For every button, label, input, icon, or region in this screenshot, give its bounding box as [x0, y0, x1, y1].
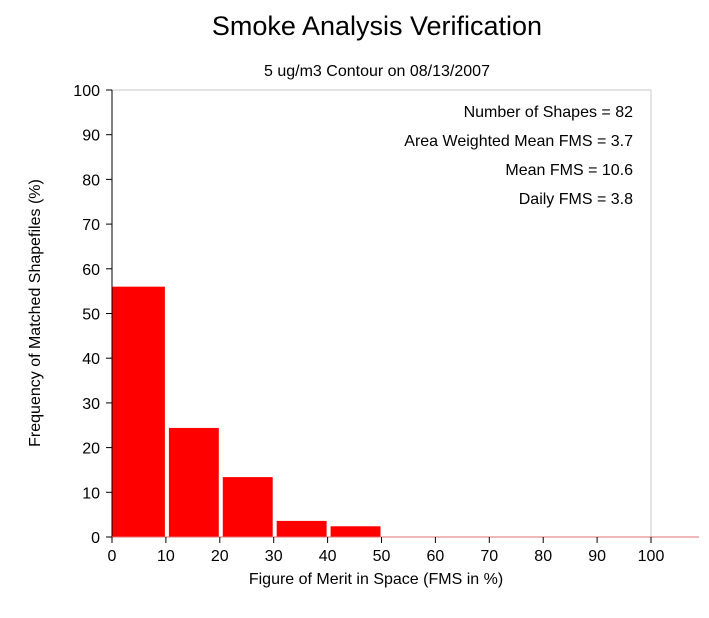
y-tick-label: 80	[82, 172, 100, 189]
x-tick-label: 70	[480, 548, 498, 565]
histogram-bar	[330, 526, 381, 537]
y-tick-label: 30	[82, 396, 100, 413]
x-tick-label: 50	[373, 548, 391, 565]
histogram-bar	[222, 477, 273, 537]
x-tick-label: 10	[157, 548, 175, 565]
x-tick-label: 60	[427, 548, 445, 565]
bars-group	[112, 286, 381, 537]
y-axis-label: Frequency of Matched Shapefiles (%)	[27, 179, 44, 447]
histogram-bar	[168, 427, 219, 537]
x-tick-label: 30	[265, 548, 283, 565]
x-axis-ticks: 0 10 20 30 40 50 60 70 80 90 100	[108, 537, 665, 565]
x-tick-label: 20	[211, 548, 229, 565]
annotation-mean-fms: Mean FMS = 10.6	[505, 162, 633, 179]
y-tick-label: 70	[82, 217, 100, 234]
chart-title: Smoke Analysis Verification	[212, 11, 542, 41]
annotation-daily-fms: Daily FMS = 3.8	[519, 191, 633, 208]
x-tick-label: 40	[319, 548, 337, 565]
y-tick-label: 60	[82, 262, 100, 279]
y-tick-label: 10	[82, 485, 100, 502]
y-tick-label: 100	[73, 83, 100, 100]
annotation-number-of-shapes: Number of Shapes = 82	[464, 104, 634, 121]
histogram-bar	[112, 286, 165, 537]
annotation-area-weighted-mean-fms: Area Weighted Mean FMS = 3.7	[404, 133, 633, 150]
y-tick-label: 20	[82, 441, 100, 458]
x-axis-label: Figure of Merit in Space (FMS in %)	[249, 571, 503, 588]
x-tick-label: 80	[534, 548, 552, 565]
x-tick-label: 90	[588, 548, 606, 565]
x-tick-label: 0	[108, 548, 117, 565]
chart-subtitle: 5 ug/m3 Contour on 08/13/2007	[264, 63, 490, 80]
y-axis-ticks: 0 10 20 30 40 50 60 70 80 90 100	[73, 83, 112, 547]
y-tick-label: 40	[82, 351, 100, 368]
stats-annotations: Number of Shapes = 82 Area Weighted Mean…	[404, 104, 633, 208]
x-tick-label: 100	[638, 548, 665, 565]
histogram-bar	[276, 520, 327, 537]
y-tick-label: 0	[91, 530, 100, 547]
y-tick-label: 90	[82, 128, 100, 145]
y-tick-label: 50	[82, 307, 100, 324]
